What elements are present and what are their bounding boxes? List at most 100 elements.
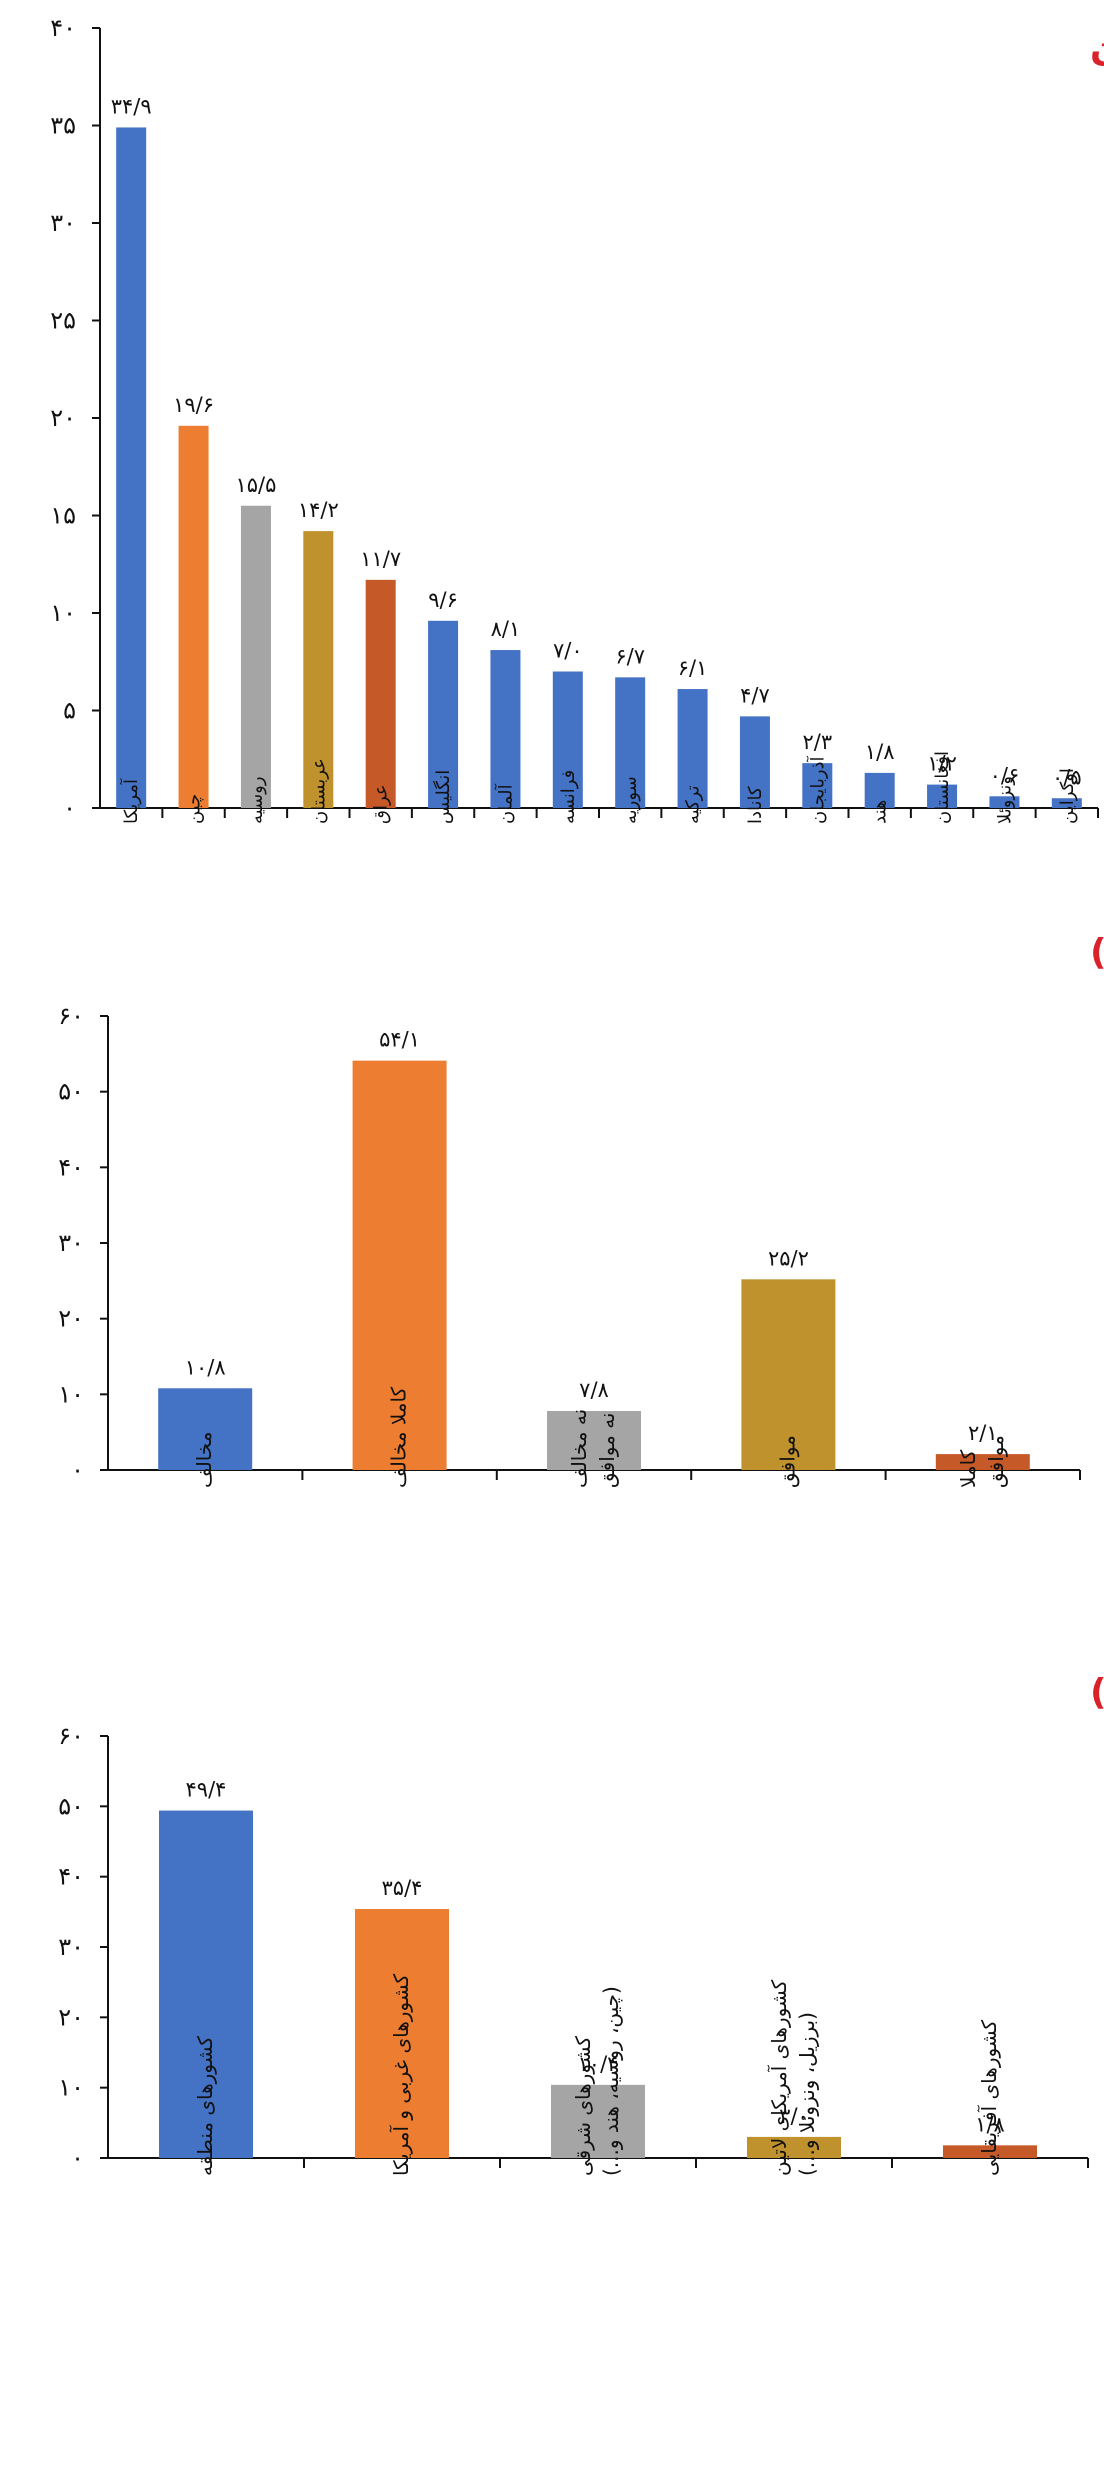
chart1-data-label: ۱۹/۶ — [173, 393, 214, 417]
chart2-bar — [741, 1279, 836, 1470]
chart3-y-tick-label: ۶۰ — [58, 1722, 84, 1750]
chart2-data-label: ۲۵/۲ — [768, 1246, 809, 1270]
chart1-bar — [365, 579, 396, 808]
chart2-bar — [935, 1454, 1030, 1470]
chart1-data-label: ۱/۲ — [927, 752, 957, 776]
chart1-data-label: ۱۵/۵ — [235, 473, 276, 497]
chart3-y-tick-label: ۳۰ — [58, 1933, 84, 1961]
chart3-bar — [551, 2084, 645, 2158]
chart2-data-label: ۲/۱ — [968, 1421, 998, 1445]
chart1-bar — [927, 784, 958, 808]
chart1-category-label: عربستان — [308, 758, 329, 824]
chart1-y-tick-label: ۱۵ — [50, 502, 76, 530]
chart3-category-label: کشورهای آفریقایی — [976, 2019, 1001, 2176]
chart1-title: مناسب‌ترین کشور برای رابطه با ایران بین … — [1090, 28, 1104, 69]
chart3-title: اولویت رابطه ایران با بخش‌هایی از جهان (… — [1090, 1672, 1104, 1713]
chart3-y-tick-label: ۲۰ — [58, 2003, 84, 2031]
chart1-data-label: ۳۴/۹ — [111, 94, 152, 118]
chart3-data-label: ۳/۰ — [779, 2104, 809, 2128]
chart1-y-tick-label: ۵ — [63, 697, 76, 725]
chart3-category-label: (چین، روسیه، هند و...) — [599, 1986, 623, 2176]
chart2-data-label: ۵۴/۱ — [379, 1028, 420, 1052]
chart3-category-label: (برزیل، ونزوئلا و...) — [795, 2012, 819, 2176]
chart1-category-label: فرانسه — [558, 770, 579, 824]
chart1-y-tick-label: ۱۰ — [50, 599, 76, 627]
chart1-data-label: ۸/۱ — [491, 617, 521, 641]
chart2-category-label: موافق — [775, 1435, 799, 1488]
chart3-category-label: کشورهای غربی و آمریکا — [388, 1973, 413, 2176]
chart1-bar — [677, 689, 708, 808]
chart1-bar — [989, 796, 1020, 808]
chart3-category-label: کشورهای منطقه — [193, 2036, 217, 2176]
chart1-data-label: ۰/۶ — [990, 763, 1020, 787]
chart1-category-label: انگلیس — [432, 770, 454, 824]
chart1-data-label: ۹/۶ — [428, 588, 458, 612]
chart3-y-tick-label: ۰ — [71, 2144, 84, 2172]
chart1-y-tick-label: ۲۵ — [50, 307, 76, 335]
chart2-category-label: کاملا مخالف — [387, 1386, 411, 1488]
chart3-data-label: ۴۹/۴ — [186, 1778, 227, 1802]
chart1-bar — [552, 671, 583, 808]
chart1-data-label: ۱۴/۲ — [298, 498, 339, 522]
chart3-data-label: ۱۰/۴ — [578, 2052, 619, 2076]
chart1-bar — [428, 620, 459, 808]
chart1-bar — [1051, 798, 1082, 808]
chart1-category-label: افغانستان — [932, 751, 953, 824]
chart2-y-tick-label: ۰ — [71, 1456, 84, 1484]
chart3-category-label: کشورهای آمریکای لاتین — [766, 1979, 791, 2176]
chart2-category-label: کاملا — [956, 1449, 980, 1488]
chart2-y-tick-label: ۱۰ — [58, 1380, 84, 1408]
chart1-y-tick-label: ۲۰ — [50, 404, 76, 432]
chart2-y-tick-label: ۲۰ — [58, 1305, 84, 1333]
chart2-bar — [547, 1410, 641, 1470]
chart-1-svg: مناسب‌ترین کشور برای رابطه با ایران بین … — [50, 14, 1104, 824]
chart1-data-label: ۷/۰ — [553, 639, 583, 663]
chart1-y-tick-label: ۰ — [63, 794, 76, 822]
chart1-bar — [802, 763, 833, 808]
chart1-category-label: ترکیه — [683, 785, 704, 824]
chart2-data-label: ۷/۸ — [579, 1378, 609, 1402]
chart2-y-tick-label: ۳۰ — [58, 1229, 84, 1257]
chart-2-svg: بهبود رابطه با غرب و آمریکا با واگذاری ت… — [58, 929, 1104, 1488]
chart1-data-label: ۱۱/۷ — [360, 547, 401, 571]
chart3-data-label: ۳۵/۴ — [382, 1876, 423, 1900]
chart1-data-label: ۰/۵ — [1052, 765, 1082, 789]
chart1-category-label: سوریه — [620, 776, 641, 824]
chart2-bar — [352, 1060, 447, 1470]
chart3-bar — [747, 2136, 841, 2158]
chart2-category-label: مخالف — [192, 1431, 216, 1488]
chart3-bar — [355, 1909, 449, 2158]
chart2-y-tick-label: ۴۰ — [58, 1153, 84, 1181]
chart3-bar — [159, 1810, 253, 2158]
chart1-bar — [116, 127, 147, 808]
chart1-category-label: کانادا — [745, 786, 766, 824]
chart3-data-label: ۱/۸ — [975, 2112, 1005, 2136]
chart2-bar — [158, 1388, 253, 1470]
chart1-category-label: روسیه — [246, 776, 267, 824]
chart2-title: بهبود رابطه با غرب و آمریکا با واگذاری ت… — [1090, 929, 1104, 973]
chart1-data-label: ۲/۳ — [802, 730, 832, 754]
chart-2-panel: بهبود رابطه با غرب و آمریکا با واگذاری ت… — [0, 920, 1104, 1660]
chart-1-panel: مناسب‌ترین کشور برای رابطه با ایران بین … — [0, 0, 1104, 920]
chart2-category-label: موافق — [984, 1435, 1008, 1488]
chart2-data-label: ۱۰/۸ — [185, 1355, 226, 1379]
chart1-bar — [303, 531, 334, 808]
chart1-category-label: عراق — [371, 784, 392, 824]
chart1-y-tick-label: ۳۵ — [50, 112, 76, 140]
chart1-category-label: آلمان — [493, 783, 516, 824]
chart1-y-tick-label: ۴۰ — [50, 14, 76, 42]
chart1-data-label: ۱/۸ — [865, 740, 895, 764]
chart3-bar — [943, 2145, 1037, 2158]
chart1-bar — [615, 677, 646, 808]
chart1-bar — [739, 716, 770, 808]
chart1-category-label: اوکراین — [1057, 768, 1078, 824]
chart1-category-label: چین — [184, 794, 205, 824]
chart1-category-label: هند — [870, 800, 891, 824]
chart3-y-tick-label: ۱۰ — [58, 2074, 84, 2102]
chart1-bar — [490, 650, 521, 808]
chart-3-panel: اولویت رابطه ایران با بخش‌هایی از جهان (… — [0, 1660, 1104, 2488]
chart1-bar — [178, 425, 209, 808]
chart1-data-label: ۶/۱ — [678, 656, 708, 680]
chart1-data-label: ۶/۷ — [615, 644, 645, 668]
chart1-category-label: آذربایجان — [805, 755, 828, 824]
